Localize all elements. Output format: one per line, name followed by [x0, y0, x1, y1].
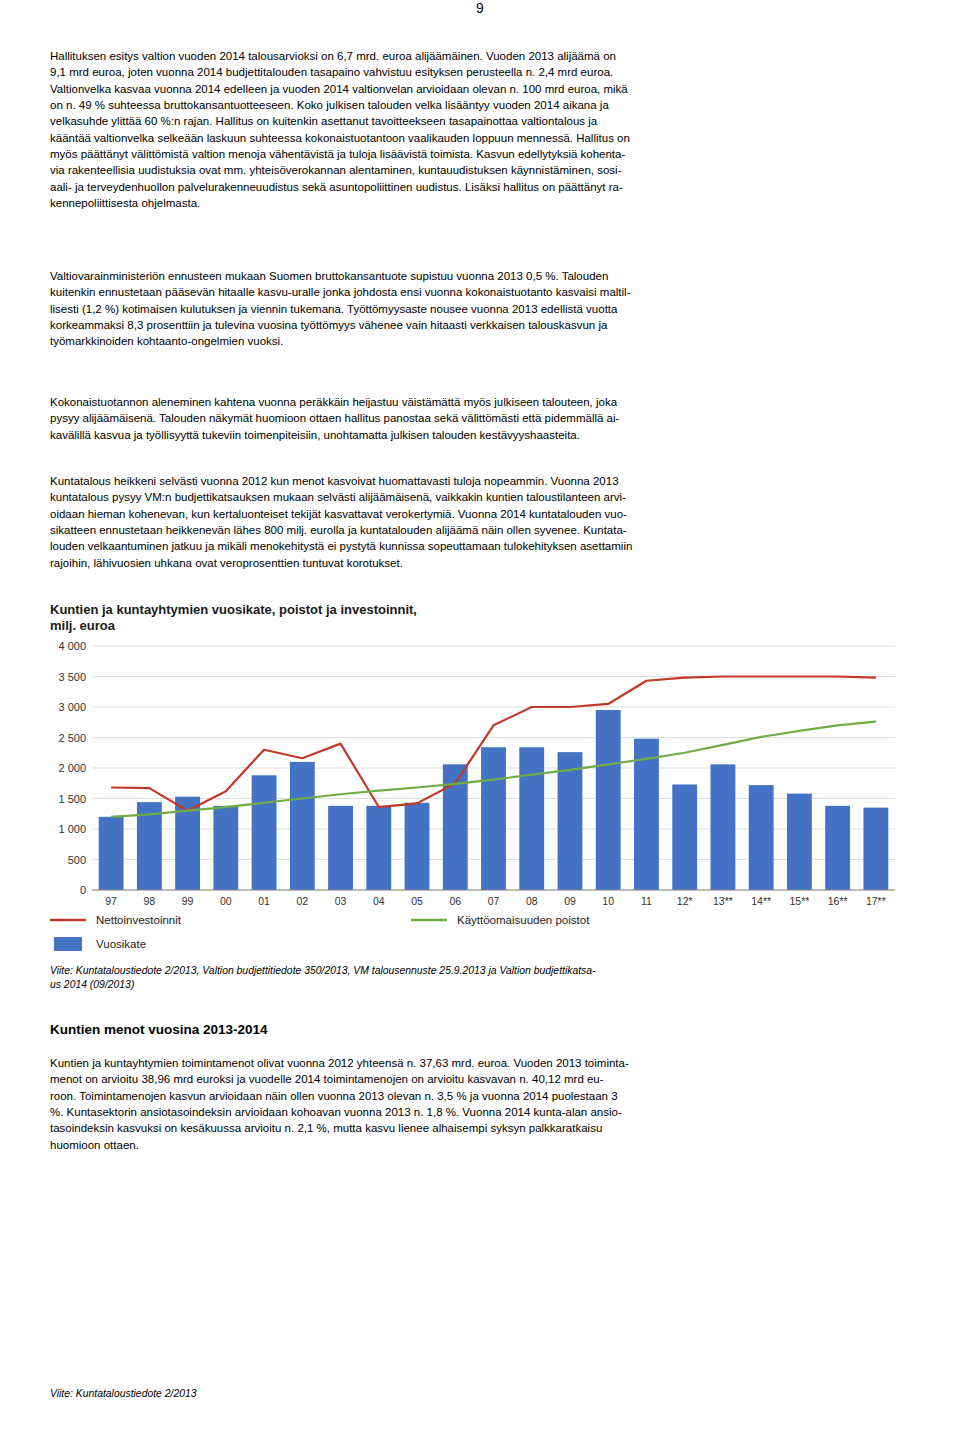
x-tick-label: 10	[602, 895, 614, 907]
x-tick-label: 98	[144, 895, 156, 907]
bar	[519, 747, 544, 890]
grid-line	[92, 890, 895, 891]
footnote: Viite: Kuntataloustiedote 2/2013, Valtio…	[50, 964, 910, 992]
page-number: 9	[0, 0, 960, 16]
legend-swatch	[411, 919, 447, 922]
bar	[634, 739, 659, 890]
bar	[328, 806, 353, 890]
bar	[366, 806, 391, 890]
x-tick-label: 09	[564, 895, 576, 907]
x-tick-label: 06	[449, 895, 461, 907]
bar	[481, 747, 506, 890]
x-tick-label: 01	[258, 895, 270, 907]
y-tick-label: 500	[68, 854, 86, 866]
legend: Vuosikate Nettoinvestoinnit Käyttöomaisuud…	[50, 914, 590, 951]
y-tick-label: 1 500	[58, 793, 86, 805]
bar-series	[99, 710, 889, 890]
y-tick-label: 4 000	[58, 640, 86, 652]
paragraph: Kuntatalous heikkeni selvästi vuonna 201…	[50, 473, 910, 571]
x-tick-label: 16**	[828, 895, 848, 907]
x-tick-label: 08	[526, 895, 538, 907]
bar	[558, 752, 583, 890]
line	[111, 677, 876, 811]
x-axis: 97 98 99 00 01 02 03 04 05 06 07 08 09 10 11 12* 13** 14*…	[105, 895, 886, 907]
chart: Kuntien ja kuntayhtymien vuosikate, pois…	[0, 598, 960, 960]
bar	[252, 775, 277, 890]
paragraph: Kuntien ja kuntayhtymien toimintamenot o…	[50, 1055, 910, 1153]
legend-label: Käyttöomaisuuden poistot	[457, 914, 590, 926]
x-tick-label: 14**	[751, 895, 771, 907]
x-tick-label: 99	[182, 895, 194, 907]
y-tick-label: 1 000	[58, 823, 86, 835]
x-tick-label: 15**	[789, 895, 809, 907]
y-tick-label: 2 000	[58, 762, 86, 774]
bar	[863, 808, 888, 890]
plot-area	[99, 677, 889, 891]
bar	[711, 764, 736, 890]
x-tick-label: 13**	[713, 895, 733, 907]
paragraph: Valtiovarainministeriön ennusteen mukaan…	[50, 268, 910, 350]
x-tick-label: 04	[373, 895, 385, 907]
heading: Kuntien menot vuosina 2013-2014	[50, 1020, 910, 1039]
y-tick-label: 0	[80, 884, 86, 896]
x-tick-label: 17**	[866, 895, 886, 907]
bar	[749, 785, 774, 890]
legend-swatch	[50, 919, 86, 922]
bar	[405, 803, 430, 890]
legend-swatch	[54, 937, 82, 951]
bar	[290, 762, 315, 890]
x-tick-label: 07	[488, 895, 500, 907]
x-tick-label: 02	[296, 895, 308, 907]
bar	[596, 710, 621, 890]
y-tick-label: 2 500	[58, 732, 86, 744]
legend-label: Nettoinvestoinnit	[96, 914, 182, 926]
x-tick-label: 03	[335, 895, 347, 907]
grid-line	[92, 707, 895, 708]
x-axis-line	[92, 890, 895, 891]
y-tick-label: 3 500	[58, 671, 86, 683]
x-tick-label: 11	[641, 895, 652, 907]
x-tick-label: 00	[220, 895, 232, 907]
bar	[213, 806, 238, 890]
line	[111, 722, 876, 817]
chart-title: Kuntien ja kuntayhtymien vuosikate, pois…	[50, 602, 417, 633]
x-tick-label: 12*	[677, 895, 693, 907]
grid-line	[92, 737, 895, 738]
legend-label: Vuosikate	[96, 938, 146, 950]
paragraph: Kokonaistuotannon aleneminen kahtena vuo…	[50, 394, 910, 443]
y-axis: 0 500 1 000 1 500 2 000 2 500 3 000 3 500 4 000	[58, 640, 895, 896]
y-tick-label: 3 000	[58, 701, 86, 713]
bar	[99, 817, 124, 890]
x-tick-label: 97	[105, 895, 117, 907]
bar	[672, 784, 697, 890]
bar	[825, 806, 850, 890]
footnote: Viite: Kuntataloustiedote 2/2013	[50, 1387, 910, 1401]
bar	[787, 794, 812, 890]
paragraph: Hallituksen esitys valtion vuoden 2014 t…	[50, 48, 910, 211]
x-tick-label: 05	[411, 895, 423, 907]
grid-line	[92, 646, 895, 647]
